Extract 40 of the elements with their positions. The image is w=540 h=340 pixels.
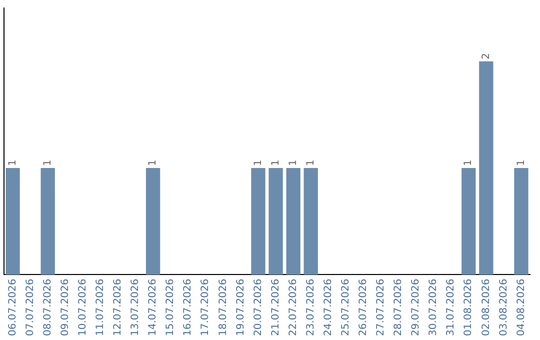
x-tick-label: 17.07.2026	[200, 278, 212, 336]
x-tick-label: 16.07.2026	[182, 278, 194, 336]
x-tick-label: 29.07.2026	[410, 278, 422, 336]
data-label: 1	[148, 160, 159, 166]
x-tick-label: 26.07.2026	[358, 278, 370, 336]
x-tick-label: 04.08.2026	[516, 278, 527, 336]
data-label: 1	[270, 160, 282, 166]
x-tick-label: 30.07.2026	[428, 278, 440, 336]
data-label: 1	[42, 160, 54, 166]
x-tick-label: 18.07.2026	[218, 278, 229, 336]
data-label: 1	[516, 160, 527, 166]
x-tick-label: 25.07.2026	[340, 278, 352, 336]
x-tick-label: 23.07.2026	[305, 278, 316, 336]
data-label: 1	[252, 160, 264, 166]
x-tick-label: 15.07.2026	[165, 278, 176, 336]
x-tick-label: 28.07.2026	[393, 278, 404, 336]
x-tick-label: 12.07.2026	[112, 278, 124, 336]
data-label: 1	[7, 160, 18, 166]
x-tick-label: 11.07.2026	[95, 278, 106, 336]
x-tick-label: 22.07.2026	[288, 278, 299, 336]
x-tick-label: 02.08.2026	[480, 278, 492, 336]
x-tick-label: 09.07.2026	[60, 278, 71, 336]
x-tick-label: 08.07.2026	[42, 278, 54, 336]
x-tick-label: 31.07.2026	[446, 278, 457, 336]
x-tick-label: 20.07.2026	[252, 278, 264, 336]
x-tick-label: 27.07.2026	[376, 278, 387, 336]
data-label: 1	[463, 160, 474, 166]
data-label: 2	[480, 52, 492, 60]
x-tick-label: 01.08.2026	[463, 278, 474, 336]
x-tick-label: 21.07.2026	[270, 278, 282, 336]
x-tick-label: 06.07.2026	[7, 278, 18, 336]
data-label: 1	[288, 160, 299, 166]
x-tick-label: 13.07.2026	[130, 278, 142, 336]
x-tick-label: 14.07.2026	[148, 278, 159, 336]
data-label: 1	[305, 160, 316, 166]
x-tick-label: 03.08.2026	[498, 278, 510, 336]
x-tick-label: 19.07.2026	[235, 278, 246, 336]
x-tick-label: 07.07.2026	[24, 278, 36, 336]
x-tick-label: 24.07.2026	[322, 278, 334, 336]
x-tick-label: 10.07.2026	[77, 278, 88, 336]
